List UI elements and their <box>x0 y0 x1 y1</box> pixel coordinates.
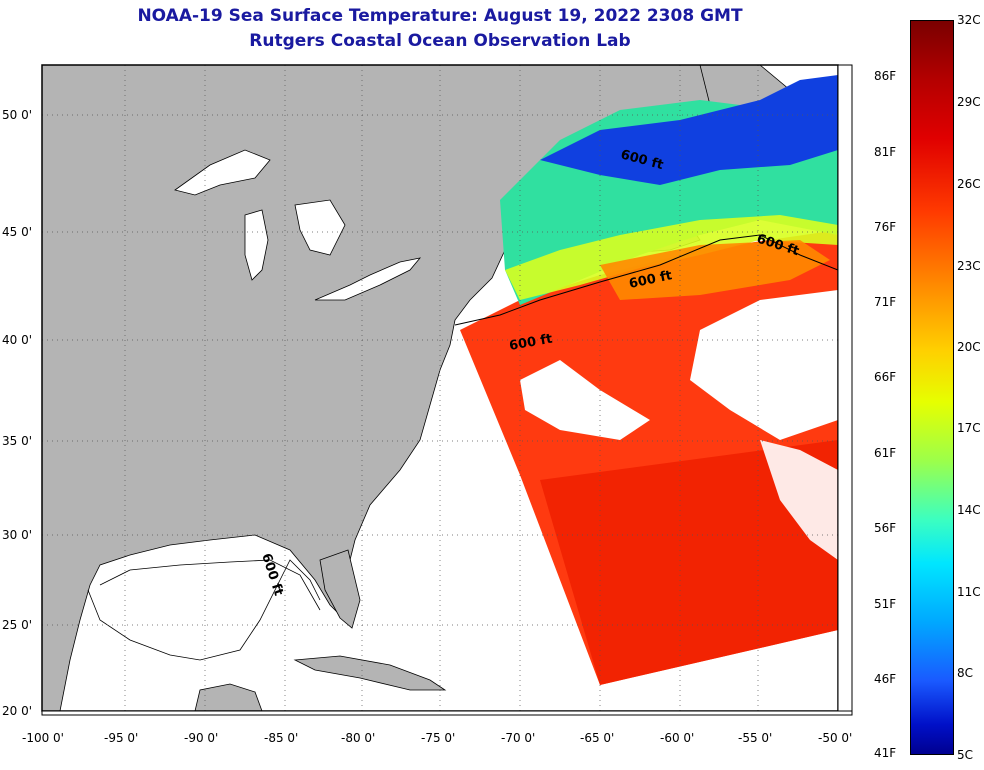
colorbar-celsius-label: 26C <box>957 177 981 191</box>
lon-label: -75 0' <box>421 731 456 745</box>
lat-label: 25 0' <box>2 618 33 632</box>
colorbar-celsius-label: 11C <box>957 585 981 599</box>
lon-label: -100 0' <box>22 731 64 745</box>
cloud-cover <box>690 290 838 440</box>
lon-label: -95 0' <box>104 731 139 745</box>
lon-label: -85 0' <box>264 731 299 745</box>
depth-contour-600ft-gulf <box>87 559 321 661</box>
map-title: NOAA-19 Sea Surface Temperature: August … <box>137 6 743 26</box>
colorbar-celsius-label: 17C <box>957 421 981 435</box>
lake-huron <box>294 199 346 256</box>
cloud-cover-2 <box>520 360 650 440</box>
colorbar-celsius-label: 8C <box>957 666 974 680</box>
lat-label: 30 0' <box>2 528 33 542</box>
temperature-colorbar <box>910 20 954 755</box>
florida-land <box>319 549 361 629</box>
lon-label: -60 0' <box>660 731 695 745</box>
colorbar-fahrenheit-label: 46F <box>874 672 897 686</box>
yucatan-land <box>194 683 263 711</box>
sst-swath-orange <box>600 240 830 300</box>
colorbar-fahrenheit-label: 66F <box>874 370 897 384</box>
sst-swath-cold <box>540 75 838 185</box>
lat-label: 40 0' <box>2 333 33 347</box>
lat-label: 45 0' <box>2 225 33 239</box>
lon-label: -50 0' <box>818 731 853 745</box>
lake-michigan <box>244 209 269 281</box>
colorbar-celsius-label: 20C <box>957 340 981 354</box>
gulf-shelf-contour <box>99 559 321 611</box>
lake-erie-ontario <box>314 257 422 301</box>
lon-label: -65 0' <box>580 731 615 745</box>
map-bottom-border <box>41 710 853 716</box>
colorbar-fahrenheit-label: 81F <box>874 145 897 159</box>
lon-label: -70 0' <box>501 731 536 745</box>
colorbar-fahrenheit-label: 51F <box>874 597 897 611</box>
depth-contour-600ft <box>454 234 838 326</box>
cuba-land <box>293 655 447 691</box>
lat-label: 20 0' <box>2 704 33 718</box>
colorbar-fahrenheit-label: 41F <box>874 746 897 760</box>
colorbar-celsius-label: 23C <box>957 259 981 273</box>
colorbar-celsius-label: 14C <box>957 503 981 517</box>
lat-label: 50 0' <box>2 108 33 122</box>
lon-label: -90 0' <box>184 731 219 745</box>
lon-label: -55 0' <box>738 731 773 745</box>
lat-label: 35 0' <box>2 434 33 448</box>
sst-swath-hot <box>540 440 838 685</box>
colorbar-fahrenheit-label: 71F <box>874 295 897 309</box>
colorbar-fahrenheit-label: 61F <box>874 446 897 460</box>
colorbar-celsius-label: 29C <box>957 95 981 109</box>
map-right-border <box>837 64 853 712</box>
lake-superior <box>174 149 271 196</box>
colorbar-fahrenheit-label: 76F <box>874 220 897 234</box>
map-subtitle: Rutgers Coastal Ocean Observation Lab <box>249 31 631 51</box>
colorbar-celsius-label: 32C <box>957 13 981 27</box>
colorbar-celsius-label: 5C <box>957 748 974 762</box>
colorbar-fahrenheit-label: 86F <box>874 69 897 83</box>
contour-label: 600 ft <box>508 332 553 354</box>
lon-label: -80 0' <box>341 731 376 745</box>
cloud-cover-3 <box>760 440 838 560</box>
colorbar-fahrenheit-label: 56F <box>874 521 897 535</box>
